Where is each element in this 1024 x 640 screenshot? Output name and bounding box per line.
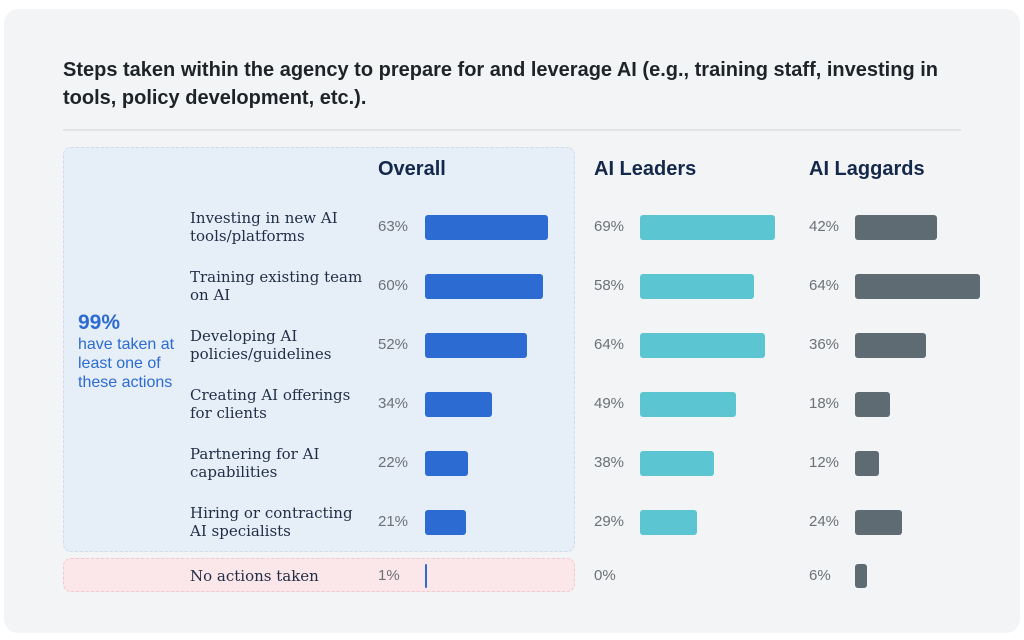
- value-label-leaders: 0%: [594, 567, 616, 584]
- value-label-overall: 52%: [378, 336, 409, 353]
- value-label-laggards: 42%: [809, 218, 840, 235]
- bar-laggards: [855, 510, 903, 535]
- row-label: No actions taken: [190, 567, 319, 585]
- bar-leaders: [640, 392, 737, 417]
- value-label-laggards: 18%: [809, 395, 840, 412]
- bar-laggards: [855, 392, 891, 417]
- bar-leaders: [640, 215, 776, 240]
- value-label-laggards: 12%: [809, 454, 840, 471]
- value-label-laggards: 64%: [809, 277, 840, 294]
- row-label: Hiring or contracting AI specialists: [190, 504, 353, 540]
- value-label-overall: 60%: [378, 277, 409, 294]
- bar-leaders: [640, 274, 754, 299]
- bar-leaders: [640, 333, 766, 358]
- row-label: Developing AI policies/guidelines: [190, 327, 332, 363]
- bar-overall: [425, 274, 543, 299]
- row-label: Investing in new AI tools/platforms: [190, 209, 338, 245]
- value-label-leaders: 69%: [594, 218, 625, 235]
- value-label-leaders: 49%: [594, 395, 625, 412]
- value-label-leaders: 29%: [594, 513, 625, 530]
- column-header-overall: Overall: [378, 158, 446, 180]
- bar-overall: [425, 215, 549, 240]
- value-label-laggards: 36%: [809, 336, 840, 353]
- callout-text: have taken at least one of these actions: [78, 336, 175, 391]
- bar-overall: [425, 451, 469, 476]
- value-label-overall: 22%: [378, 454, 409, 471]
- bar-laggards: [855, 333, 926, 358]
- bar-leaders: [640, 510, 697, 535]
- row-label: Partnering for AI capabilities: [190, 445, 320, 481]
- value-label-laggards: 6%: [809, 567, 831, 584]
- bar-laggards: [855, 274, 981, 299]
- bar-overall: [425, 392, 492, 417]
- value-label-overall: 34%: [378, 395, 409, 412]
- callout: 99% have taken at least one of these act…: [78, 311, 178, 392]
- bar-laggards: [855, 564, 867, 588]
- value-label-leaders: 38%: [594, 454, 625, 471]
- column-header-laggards: AI Laggards: [809, 158, 925, 180]
- value-label-overall: 1%: [378, 567, 400, 584]
- callout-value: 99%: [78, 311, 121, 334]
- column-header-leaders: AI Leaders: [594, 158, 697, 180]
- value-label-laggards: 24%: [809, 513, 840, 530]
- bar-laggards: [855, 215, 938, 240]
- value-label-leaders: 58%: [594, 277, 625, 294]
- title-divider: [63, 129, 961, 131]
- value-label-leaders: 64%: [594, 336, 625, 353]
- value-label-overall: 63%: [378, 218, 409, 235]
- bar-overall: [425, 564, 427, 588]
- value-label-overall: 21%: [378, 513, 409, 530]
- bar-leaders: [640, 451, 715, 476]
- no-actions-box: [63, 558, 575, 592]
- bar-overall: [425, 510, 467, 535]
- bar-overall: [425, 333, 527, 358]
- row-label: Creating AI offerings for clients: [190, 386, 351, 422]
- bar-laggards: [855, 451, 879, 476]
- row-label: Training existing team on AI: [190, 268, 363, 304]
- chart-title: Steps taken within the agency to prepare…: [63, 59, 938, 109]
